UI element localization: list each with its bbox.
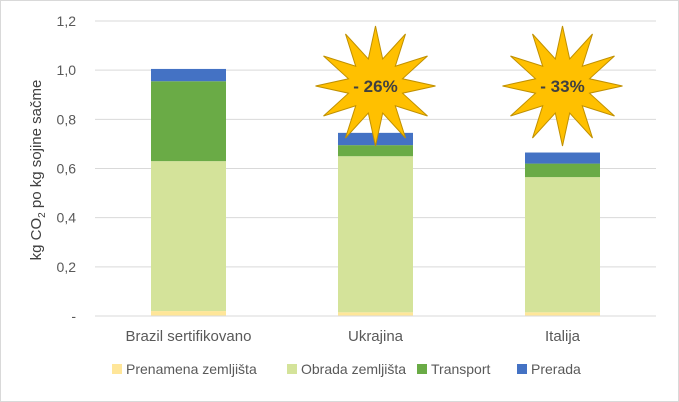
legend: Prenamena zemljišta Obrada zemljišta Trans… — [112, 361, 581, 377]
legend-swatch — [287, 364, 297, 374]
x-category-label: Ukrajina — [348, 328, 404, 345]
y-tick-label: 0,6 — [57, 161, 77, 177]
legend-swatch — [417, 364, 427, 374]
starburst-shape — [502, 25, 623, 147]
y-axis-label: kg CO2 po kg sojine sačme — [28, 80, 48, 261]
y-axis-label-subscript: 2 — [37, 212, 48, 218]
starburst-shape — [315, 25, 436, 147]
legend-item-label: Prerada — [531, 361, 581, 377]
bar-segment — [151, 68, 226, 82]
x-category-label: Italija — [545, 328, 581, 345]
reduction-label: - 26% — [353, 77, 397, 96]
reduction-label: - 33% — [540, 77, 584, 96]
y-tick-label: 1,0 — [57, 62, 77, 78]
x-category-label: Brazil sertifikovano — [126, 328, 252, 345]
x-axis-categories: Brazil sertifikovano Ukrajina Italija — [126, 328, 581, 345]
bars — [151, 68, 600, 316]
bar-segment — [338, 312, 413, 316]
bar-segment — [151, 161, 226, 312]
bar-segment — [151, 311, 226, 316]
bar-segment — [151, 81, 226, 162]
legend-item-label: Prenamena zemljišta — [126, 361, 257, 377]
y-tick-label: 1,2 — [57, 13, 77, 29]
legend-swatch — [517, 364, 527, 374]
legend-item-label: Transport — [431, 361, 491, 377]
y-tick-label: - — [71, 308, 76, 324]
bar-segment — [525, 177, 600, 313]
y-tick-label: 0,2 — [57, 259, 77, 275]
legend-item-label: Obrada zemljišta — [301, 361, 406, 377]
y-tick-label: 0,8 — [57, 111, 77, 127]
reduction-annotations: - 26% - 33% — [315, 25, 623, 147]
bar-segment — [525, 152, 600, 164]
y-axis-label-part-2: po kg sojine sačme — [28, 80, 45, 213]
y-axis-ticks: - 0,2 0,4 0,6 0,8 1,0 1,2 — [57, 13, 77, 324]
bar-segment — [525, 312, 600, 316]
y-axis-label-part-1: kg CO — [28, 218, 45, 261]
y-tick-label: 0,4 — [57, 210, 77, 226]
bar-segment — [338, 156, 413, 313]
bar-segment — [525, 163, 600, 178]
bar-segment — [338, 145, 413, 157]
legend-swatch — [112, 364, 122, 374]
